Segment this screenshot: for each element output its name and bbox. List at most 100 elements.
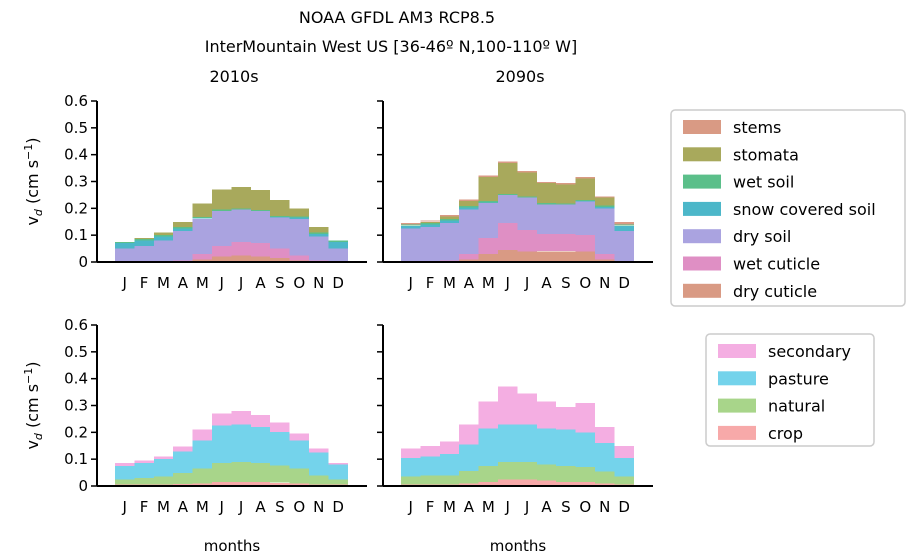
area-segment <box>614 221 634 225</box>
area-segment <box>192 218 212 220</box>
area-segment <box>439 220 460 224</box>
area-segment <box>614 225 634 232</box>
x-tick-label: J <box>238 274 243 292</box>
area-segment <box>420 456 440 476</box>
area-segment <box>498 424 518 462</box>
area-segment <box>420 227 440 262</box>
area-segment <box>536 181 557 184</box>
area-segment <box>270 465 290 483</box>
area-segment <box>270 258 290 262</box>
x-tick-label: A <box>178 274 189 292</box>
legend-label: stems <box>733 118 781 137</box>
x-tick-label: J <box>218 274 223 292</box>
area-segment <box>309 452 329 476</box>
x-tick-label: J <box>238 498 243 516</box>
area-segment <box>498 193 518 195</box>
area-segment <box>517 229 537 252</box>
area-segment <box>439 219 460 221</box>
area-segment <box>478 201 498 203</box>
x-tick-label: M <box>157 498 170 516</box>
area-segment <box>289 440 309 469</box>
area-segment <box>212 413 232 426</box>
area-segment <box>517 171 537 173</box>
figure-title-line2: InterMountain West US [36-46º N,100-110º… <box>205 37 578 56</box>
area-segment <box>328 463 348 465</box>
area-segment <box>115 465 135 480</box>
x-tick-label: D <box>618 274 630 292</box>
x-tick-label: J <box>524 498 529 516</box>
area-segment <box>595 483 615 486</box>
y-tick-label: 0.3 <box>64 397 88 415</box>
area-segment <box>575 177 595 179</box>
area-segment <box>575 178 595 200</box>
x-tick-label: O <box>293 498 305 516</box>
x-tick-label: M <box>443 498 456 516</box>
x-tick-label: O <box>293 274 305 292</box>
area-segment <box>439 453 460 476</box>
area-segment <box>134 460 154 464</box>
x-tick-label: D <box>332 274 344 292</box>
area-segment <box>439 441 460 454</box>
area-segment <box>536 251 557 262</box>
series-wet-soil <box>115 208 348 244</box>
area-segment <box>328 241 348 249</box>
series-natural <box>115 461 348 485</box>
series-wet-cuticle <box>439 223 615 262</box>
area-segment <box>498 386 518 425</box>
area-segment <box>556 406 576 430</box>
area-segment <box>498 479 518 486</box>
y-tick-label: 0.6 <box>64 316 88 334</box>
area-segment <box>420 224 440 228</box>
area-segment <box>459 199 479 201</box>
area-segment <box>536 203 557 205</box>
area-segment <box>459 471 479 484</box>
area-segment <box>309 236 329 261</box>
x-tick-label: J <box>407 498 412 516</box>
area-segment <box>328 240 348 242</box>
area-segment <box>478 428 498 466</box>
area-segment <box>536 204 557 234</box>
area-segment <box>289 255 309 261</box>
area-segment <box>250 189 271 210</box>
area-segment <box>459 483 479 486</box>
area-segment <box>270 248 290 258</box>
area-segment <box>212 211 232 246</box>
area-segment <box>328 464 348 480</box>
x-tick-label: J <box>218 498 223 516</box>
legend-label: dry cuticle <box>733 282 817 301</box>
legend-label: snow covered soil <box>733 200 876 219</box>
area-segment <box>153 235 174 237</box>
area-segment <box>478 237 498 254</box>
x-tick-label: S <box>275 274 285 292</box>
x-tick-label: F <box>426 498 435 516</box>
area-segment <box>270 422 290 432</box>
area-segment <box>420 220 440 222</box>
area-segment <box>212 425 232 464</box>
area-segment <box>192 253 212 260</box>
area-segment <box>289 216 309 218</box>
area-segment <box>289 468 309 484</box>
area-segment <box>536 401 557 429</box>
x-tick-label: J <box>504 498 509 516</box>
area-segment <box>212 256 232 262</box>
area-segment <box>498 249 518 262</box>
area-segment <box>270 217 290 218</box>
area-segment <box>212 482 232 486</box>
area-segment <box>153 456 174 460</box>
legend-frame <box>670 109 906 307</box>
area-segment <box>459 424 479 445</box>
y-tick-label: 0.5 <box>64 119 88 137</box>
area-segment <box>478 176 498 202</box>
series-dry-soil <box>115 209 348 262</box>
area-segment <box>459 444 479 472</box>
x-tick-label: M <box>482 498 495 516</box>
series-pasture <box>115 424 348 480</box>
area-segment <box>595 197 615 206</box>
area-segment <box>173 483 193 486</box>
area-segment <box>575 200 595 202</box>
legend-top: stems stomata wet soil snow covered soil dry… <box>670 109 906 307</box>
panel-title-top-left: 2010s <box>209 67 258 86</box>
area-segment <box>309 448 329 453</box>
y-tick-label: 0.2 <box>64 199 88 217</box>
